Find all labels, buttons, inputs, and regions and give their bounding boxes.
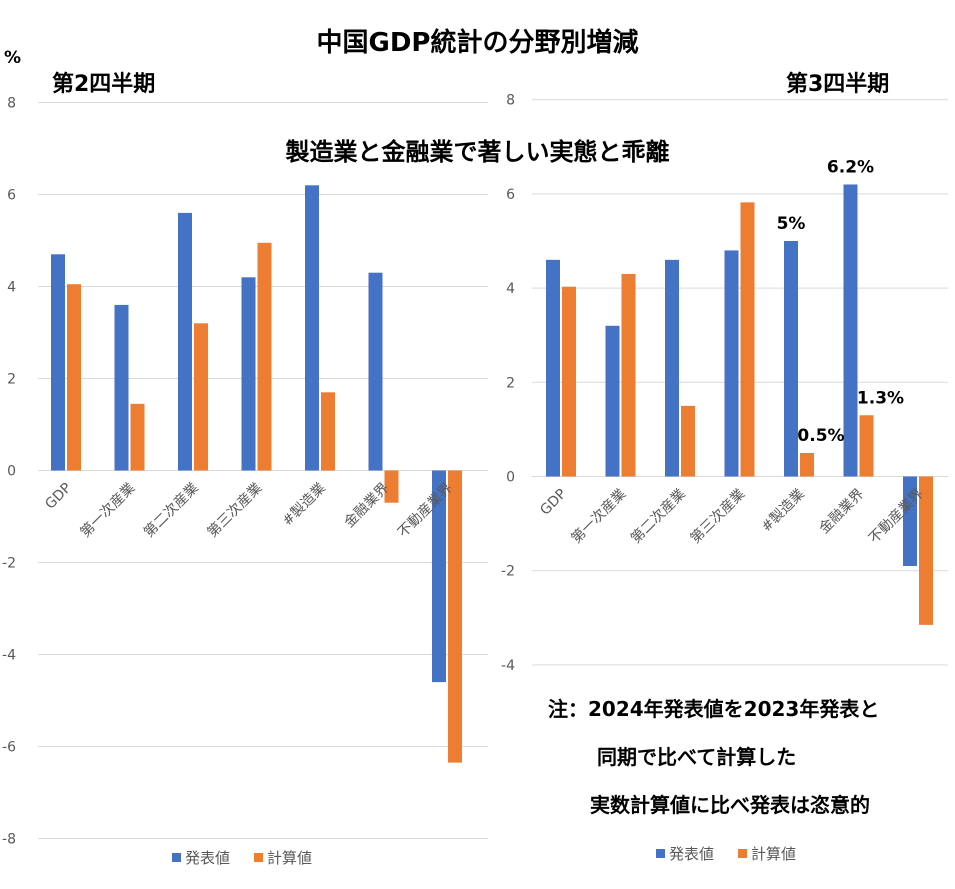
left-bar-calculated	[321, 392, 335, 471]
right-x-tick-label: 第二次産業	[627, 485, 689, 547]
right-x-tick-label: #製造業	[759, 486, 808, 535]
left-legend-label: 発表値	[185, 849, 230, 867]
right-x-tick-label: 第三次産業	[687, 485, 749, 547]
left-x-tick-label: 不動産業界	[395, 480, 456, 541]
left-y-tick-label: 6	[7, 188, 16, 204]
left-y-tick-label: 2	[7, 372, 16, 388]
right-y-tick-label: 0	[506, 470, 515, 486]
note-line-1: 注：2024年発表値を2023年発表と	[548, 697, 880, 721]
left-y-tick-label: -2	[2, 556, 16, 572]
left-bar-calculated	[67, 284, 81, 471]
left-y-tick-label: 0	[7, 464, 16, 480]
note-line-2: 同期で比べて計算した	[597, 745, 797, 769]
note-line-3: 実数計算値に比べ発表は恣意的	[590, 793, 870, 817]
left-y-tick-label: -4	[2, 648, 16, 664]
right-bar-reported	[784, 241, 798, 477]
right-y-tick-label: 4	[506, 281, 515, 297]
right-bar-calculated	[740, 202, 755, 477]
right-data-label: 5%	[777, 214, 806, 234]
right-y-tick-label: 6	[506, 187, 515, 203]
left-bar-reported	[305, 185, 319, 471]
chart-subtitle: 製造業と金融業で著しい実態と乖離	[285, 138, 670, 166]
right-bar-calculated	[681, 405, 695, 477]
left-legend-label: 計算値	[267, 849, 312, 867]
y-axis-unit: %	[4, 48, 22, 68]
right-data-label: 1.3%	[857, 388, 904, 408]
left-bar-calculated	[448, 470, 462, 763]
left-bar-calculated	[257, 242, 272, 471]
right-bar-calculated	[800, 452, 814, 477]
right-bar-reported	[724, 250, 739, 477]
left-bar-reported	[51, 254, 65, 471]
left-y-tick-label: 8	[7, 96, 16, 112]
right-bar-calculated	[919, 476, 933, 625]
right-legend-swatch	[656, 849, 665, 858]
right-bar-reported	[843, 184, 858, 477]
right-y-tick-label: -4	[501, 658, 515, 674]
right-legend-swatch	[738, 849, 747, 858]
left-bar-calculated	[194, 323, 208, 471]
left-bar-calculated	[384, 470, 399, 503]
left-bar-reported	[241, 277, 256, 471]
right-panel-title: 第3四半期	[786, 72, 890, 97]
left-y-tick-label: -6	[2, 740, 16, 756]
left-y-tick-label: 4	[7, 280, 16, 296]
right-x-tick-label: 第一次産業	[568, 485, 630, 547]
right-bar-calculated	[562, 286, 576, 477]
left-bar-reported	[114, 304, 129, 471]
left-y-tick-label: -8	[2, 832, 16, 848]
right-data-label: 0.5%	[797, 426, 844, 446]
right-bar-calculated	[859, 415, 874, 477]
left-x-tick-label: GDP	[42, 480, 75, 513]
right-x-tick-label: 不動産業界	[866, 486, 927, 547]
left-x-tick-label: #製造業	[280, 480, 329, 529]
right-x-tick-label: 金融業界	[816, 486, 867, 537]
right-y-tick-label: 2	[506, 375, 515, 391]
left-bar-reported	[368, 272, 383, 471]
left-bar-calculated	[130, 403, 145, 471]
right-y-tick-label: -2	[501, 564, 515, 580]
left-x-tick-label: 第二次産業	[140, 479, 202, 541]
left-bar-reported	[432, 470, 446, 683]
right-bar-calculated	[621, 273, 636, 477]
right-bar-reported	[546, 259, 560, 477]
chart-title: 中国GDP統計の分野別増減	[316, 28, 639, 58]
left-legend-swatch	[254, 853, 263, 862]
left-bar-reported	[178, 212, 192, 471]
left-panel-title: 第2四半期	[52, 72, 156, 97]
right-bar-reported	[605, 325, 620, 477]
right-x-tick-label: GDP	[537, 486, 570, 519]
right-bar-reported	[665, 259, 679, 477]
left-x-tick-label: 金融業界	[341, 480, 392, 531]
right-y-tick-label: 8	[506, 93, 515, 109]
right-legend-label: 発表値	[669, 845, 714, 863]
right-data-label: 6.2%	[827, 157, 874, 177]
left-legend-swatch	[172, 853, 181, 862]
right-legend-label: 計算値	[751, 845, 796, 863]
left-x-tick-label: 第三次産業	[204, 479, 266, 541]
right-bar-reported	[903, 476, 917, 566]
left-x-tick-label: 第一次産業	[77, 479, 139, 541]
